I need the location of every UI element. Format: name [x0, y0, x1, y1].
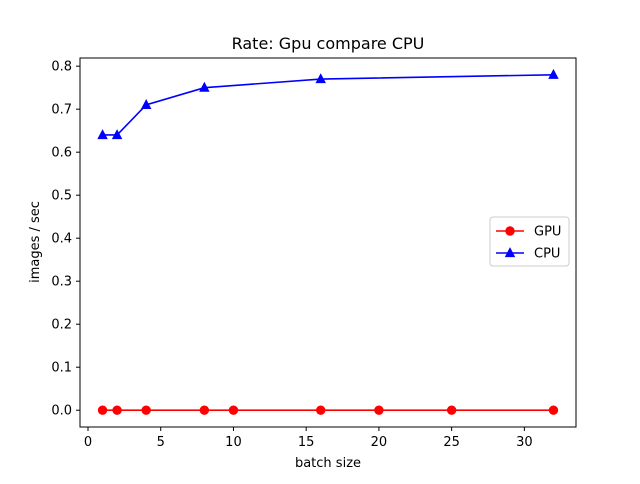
axis-ticks: 0 5 10 15 20 25 30 0.0 0.1 0.2 0.3 0.4 0.5 0.6 0.7 0.8: [51, 60, 532, 450]
x-tick-label: 10: [225, 435, 242, 450]
cpu-point: [97, 129, 108, 140]
cpu-point: [315, 73, 326, 84]
gpu-point: [97, 405, 108, 415]
gpu-point: [199, 405, 210, 415]
y-axis-label: images / sec: [28, 201, 43, 283]
x-tick-label: 30: [516, 435, 533, 450]
legend-cpu-label: CPU: [534, 247, 560, 262]
plot-frame: [79, 57, 577, 428]
gpu-point: [316, 405, 326, 415]
y-tick-label: 0.5: [51, 189, 72, 204]
x-tick-label: 20: [371, 435, 388, 450]
y-tick-label: 0.0: [51, 404, 72, 419]
y-tick-label: 0.7: [51, 103, 72, 118]
y-tick-label: 0.8: [51, 60, 72, 75]
gpu-point: [374, 405, 384, 415]
legend: GPU CPU: [489, 216, 570, 267]
gpu-point: [112, 405, 122, 415]
x-tick-label: 25: [443, 435, 460, 450]
legend-cpu-marker: [504, 247, 516, 258]
x-tick-label: 5: [157, 435, 165, 450]
gpu-point: [141, 405, 151, 415]
cpu-point: [140, 99, 152, 109]
cpu-point: [548, 68, 559, 79]
x-tick-label: 15: [298, 435, 315, 450]
x-tick-label: 0: [84, 435, 92, 450]
chart-title: Rate: Gpu compare CPU: [232, 34, 425, 53]
plot-series: [97, 68, 559, 415]
legend-gpu-label: GPU: [534, 225, 561, 240]
y-tick-label: 0.2: [51, 318, 72, 333]
gpu-point: [548, 405, 559, 415]
cpu-series: [97, 68, 559, 140]
gpu-point: [446, 405, 457, 415]
legend-gpu-marker: [505, 226, 515, 236]
cpu-point: [111, 129, 123, 140]
cpu-point: [199, 81, 210, 92]
y-tick-label: 0.1: [51, 361, 72, 376]
x-axis-label: batch size: [295, 456, 361, 471]
y-tick-label: 0.3: [51, 275, 72, 290]
gpu-series: [97, 405, 559, 415]
y-tick-label: 0.6: [51, 146, 72, 161]
y-tick-label: 0.4: [51, 232, 72, 247]
gpu-point: [228, 405, 239, 415]
